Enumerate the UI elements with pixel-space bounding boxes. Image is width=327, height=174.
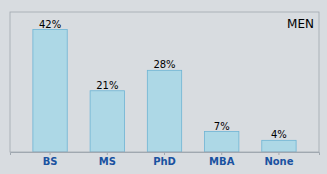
bar [147, 70, 181, 152]
bar [33, 30, 67, 153]
bar [205, 132, 239, 152]
bar [262, 140, 296, 152]
data-label: 4% [271, 129, 287, 140]
annotation: MEN [287, 17, 314, 31]
x-tick-label: MS [99, 156, 116, 167]
plot: BS MS PhD MBA None 42% 21% 28% 7% 4% MEN [10, 12, 320, 167]
plot-frame [10, 12, 319, 152]
x-tick-label: None [264, 156, 293, 167]
data-label: 28% [153, 59, 175, 70]
background [0, 0, 327, 174]
data-label: 21% [96, 80, 118, 91]
x-tick-mark [107, 152, 108, 155]
x-tick-label: BS [43, 156, 58, 167]
x-axis: BS MS PhD MBA None [11, 152, 320, 167]
x-tick-mark [50, 152, 51, 155]
x-tick-mark [278, 152, 279, 155]
data-labels: 42% 21% 28% 7% 4% [39, 19, 287, 141]
x-tick-mark [164, 152, 165, 155]
x-tick-label: PhD [153, 156, 176, 167]
x-tick-mark [221, 152, 222, 155]
x-tick: MBA [209, 152, 235, 167]
x-axis-line [11, 153, 320, 156]
data-label: 7% [214, 121, 230, 132]
x-tick-label: MBA [209, 156, 235, 167]
x-tick: MS [99, 152, 116, 167]
data-label: 42% [39, 19, 61, 30]
bar [90, 91, 124, 152]
x-tick: BS [43, 152, 58, 167]
chart: BS MS PhD MBA None 42% 21% 28% 7% 4% MEN [0, 0, 327, 174]
x-tick: None [264, 152, 293, 167]
bars [33, 30, 296, 153]
x-tick: PhD [153, 152, 176, 167]
